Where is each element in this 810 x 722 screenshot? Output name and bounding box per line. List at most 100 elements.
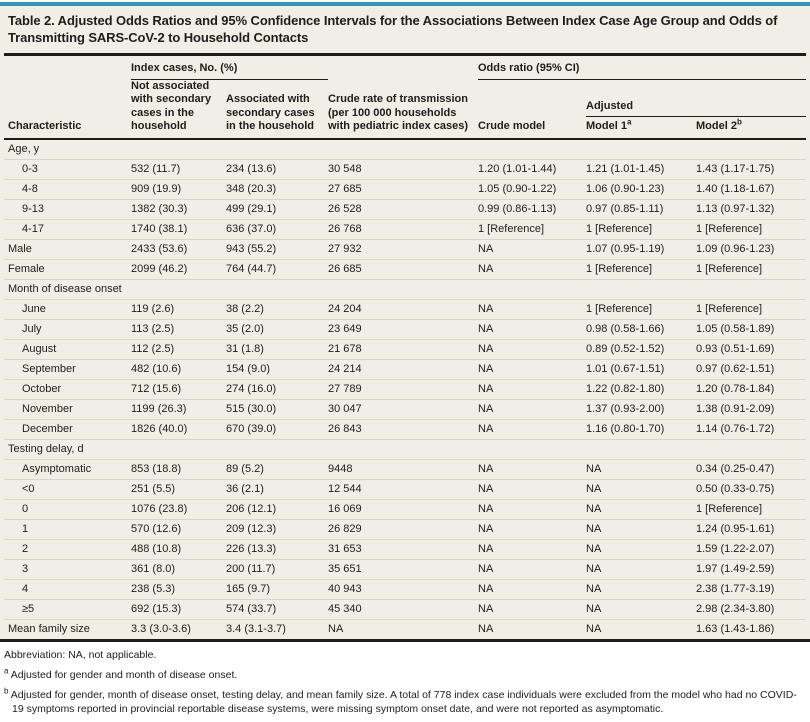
table-cell: 1.05 (0.90-1.22) (478, 178, 586, 199)
table-row: ≥5 692 (15.3) 574 (33.7) 45 340 NA NA 2.98 (2.… (4, 598, 806, 619)
table-cell: 712 (15.6) (131, 378, 226, 399)
footnote-b: b Adjusted for gender, month of disease … (4, 687, 802, 716)
table-cell: 0.99 (0.86-1.13) (478, 198, 586, 219)
group-header-adjusted: Adjusted (586, 79, 806, 118)
table-row: Asymptomatic 853 (18.8) 89 (5.2) 9448 NA NA 0.… (4, 458, 806, 479)
header-row-models: Model 1a Model 2b (4, 117, 806, 139)
abbreviation-note: Abbreviation: NA, not applicable. (4, 648, 157, 661)
table-cell: 0.93 (0.51-1.69) (696, 338, 806, 359)
row-label: 0-3 (4, 158, 131, 179)
table-cell: 0.97 (0.85-1.11) (586, 198, 696, 219)
col-header-characteristic: Characteristic (8, 120, 82, 132)
section-row: Testing delay, d (4, 438, 806, 459)
table-cell: 1.14 (0.76-1.72) (696, 418, 806, 439)
table-cell: 1.37 (0.93-2.00) (586, 398, 696, 419)
col-header-associated: Associated with secondary cases in the h… (226, 93, 315, 132)
table-cell: NA (478, 358, 586, 379)
table-row: Male 2433 (53.6) 943 (55.2) 27 932 NA 1.07 (0… (4, 238, 806, 259)
table-row: <0 251 (5.5) 36 (2.1) 12 544 NA NA 0.50 (0.33-… (4, 478, 806, 499)
table-panel: Table 2. Adjusted Odds Ratios and 95% Co… (0, 6, 810, 639)
table-cell: NA (478, 398, 586, 419)
table-cell: NA (478, 318, 586, 339)
table-cell: 1 [Reference] (696, 298, 806, 319)
footnote-a-marker: a (4, 666, 9, 675)
table-cell: NA (586, 538, 696, 559)
table-cell: 21 678 (328, 338, 478, 359)
table-row: 2 488 (10.8) 226 (13.3) 31 653 NA NA 1.59 (1.2… (4, 538, 806, 559)
row-label: August (4, 338, 131, 359)
table-cell: 1.21 (1.01-1.45) (586, 158, 696, 179)
table-cell: 482 (10.6) (131, 358, 226, 379)
table-cell: 24 204 (328, 298, 478, 319)
table-cell: 0.34 (0.25-0.47) (696, 458, 806, 479)
top-accent-bar (0, 2, 810, 6)
col-header-model-2: Model 2b (696, 117, 806, 139)
table-cell: 24 214 (328, 358, 478, 379)
table-cell: 165 (9.7) (226, 578, 328, 599)
table-cell: 1 [Reference] (586, 218, 696, 239)
col-header-crude-rate: Crude rate of transmission (per 100 000 … (328, 93, 468, 132)
table-cell: 853 (18.8) (131, 458, 226, 479)
row-label: 4-8 (4, 178, 131, 199)
table-cell: 274 (16.0) (226, 378, 328, 399)
table-cell: 40 943 (328, 578, 478, 599)
table-cell: 2099 (46.2) (131, 258, 226, 279)
footnote-a-text: Adjusted for gender and month of disease… (10, 668, 238, 681)
header-row-adjusted: Not associated with secondary cases in t… (4, 79, 806, 132)
table-row: Mean family size 3.3 (3.0-3.6) 3.4 (3.1-3.… (4, 618, 806, 639)
table-cell: NA (586, 518, 696, 539)
table-row: 0 1076 (23.8) 206 (12.1) 16 069 NA NA 1 [Refer… (4, 498, 806, 519)
table-cell: NA (478, 378, 586, 399)
table-cell: 113 (2.5) (131, 318, 226, 339)
table-row: 4-8 909 (19.9) 348 (20.3) 27 685 1.05 (0.90-… (4, 178, 806, 199)
table-cell: 35 651 (328, 558, 478, 579)
table-cell: 1.20 (0.78-1.84) (696, 378, 806, 399)
footnote-a: a Adjusted for gender and month of disea… (4, 666, 802, 682)
row-label: Mean family size (4, 618, 131, 639)
table-cell: 2.38 (1.77-3.19) (696, 578, 806, 599)
table-cell: 0.98 (0.58-1.66) (586, 318, 696, 339)
row-label: 4-17 (4, 218, 131, 239)
table-row: 4-17 1740 (38.1) 636 (37.0) 26 768 1 [Refere… (4, 218, 806, 239)
table-cell: 1.59 (1.22-2.07) (696, 538, 806, 559)
row-label: ≥5 (4, 598, 131, 619)
table-row: 3 361 (8.0) 200 (11.7) 35 651 NA NA 1.97 (1.49… (4, 558, 806, 579)
table-cell: 45 340 (328, 598, 478, 619)
table-cell: 27 932 (328, 238, 478, 259)
table-row: 9-13 1382 (30.3) 499 (29.1) 26 528 0.99 (0.8… (4, 198, 806, 219)
table-cell: 209 (12.3) (226, 518, 328, 539)
table-cell: 1 [Reference] (696, 218, 806, 239)
row-label: November (4, 398, 131, 419)
model-1-label: Model 1 (586, 120, 627, 132)
group-header-odds-ratio: Odds ratio (95% CI) (478, 56, 806, 80)
table-cell: 1 [Reference] (696, 258, 806, 279)
table-header: Characteristic Index cases, No. (%) Crud… (4, 56, 806, 139)
table-cell: 636 (37.0) (226, 218, 328, 239)
odds-ratio-table: Characteristic Index cases, No. (%) Crud… (4, 56, 806, 639)
table-cell: NA (478, 618, 586, 639)
table-cell: NA (586, 598, 696, 619)
table-cell: NA (478, 498, 586, 519)
col-header-not-associated: Not associated with secondary cases in t… (131, 79, 212, 133)
table-cell: 26 768 (328, 218, 478, 239)
table-cell: 1.24 (0.95-1.61) (696, 518, 806, 539)
table-cell: 1076 (23.8) (131, 498, 226, 519)
table-cell: 361 (8.0) (131, 558, 226, 579)
table-end-rule (0, 638, 810, 642)
row-label: 9-13 (4, 198, 131, 219)
section-label: Month of disease onset (4, 278, 806, 299)
table-cell: 1.20 (1.01-1.44) (478, 158, 586, 179)
table-cell: NA (478, 458, 586, 479)
row-label: July (4, 318, 131, 339)
model-2-footnote-marker: b (736, 117, 742, 127)
table-cell: 238 (5.3) (131, 578, 226, 599)
row-label: December (4, 418, 131, 439)
table-cell: 515 (30.0) (226, 398, 328, 419)
model-2-label: Model 2 (696, 120, 737, 132)
table-cell: 1.09 (0.96-1.23) (696, 238, 806, 259)
row-label: Female (4, 258, 131, 279)
table-cell: 1.22 (0.82-1.80) (586, 378, 696, 399)
table-cell: 1.43 (1.17-1.75) (696, 158, 806, 179)
table-cell: NA (586, 558, 696, 579)
table-row: December 1826 (40.0) 670 (39.0) 26 843 NA 1.1… (4, 418, 806, 439)
